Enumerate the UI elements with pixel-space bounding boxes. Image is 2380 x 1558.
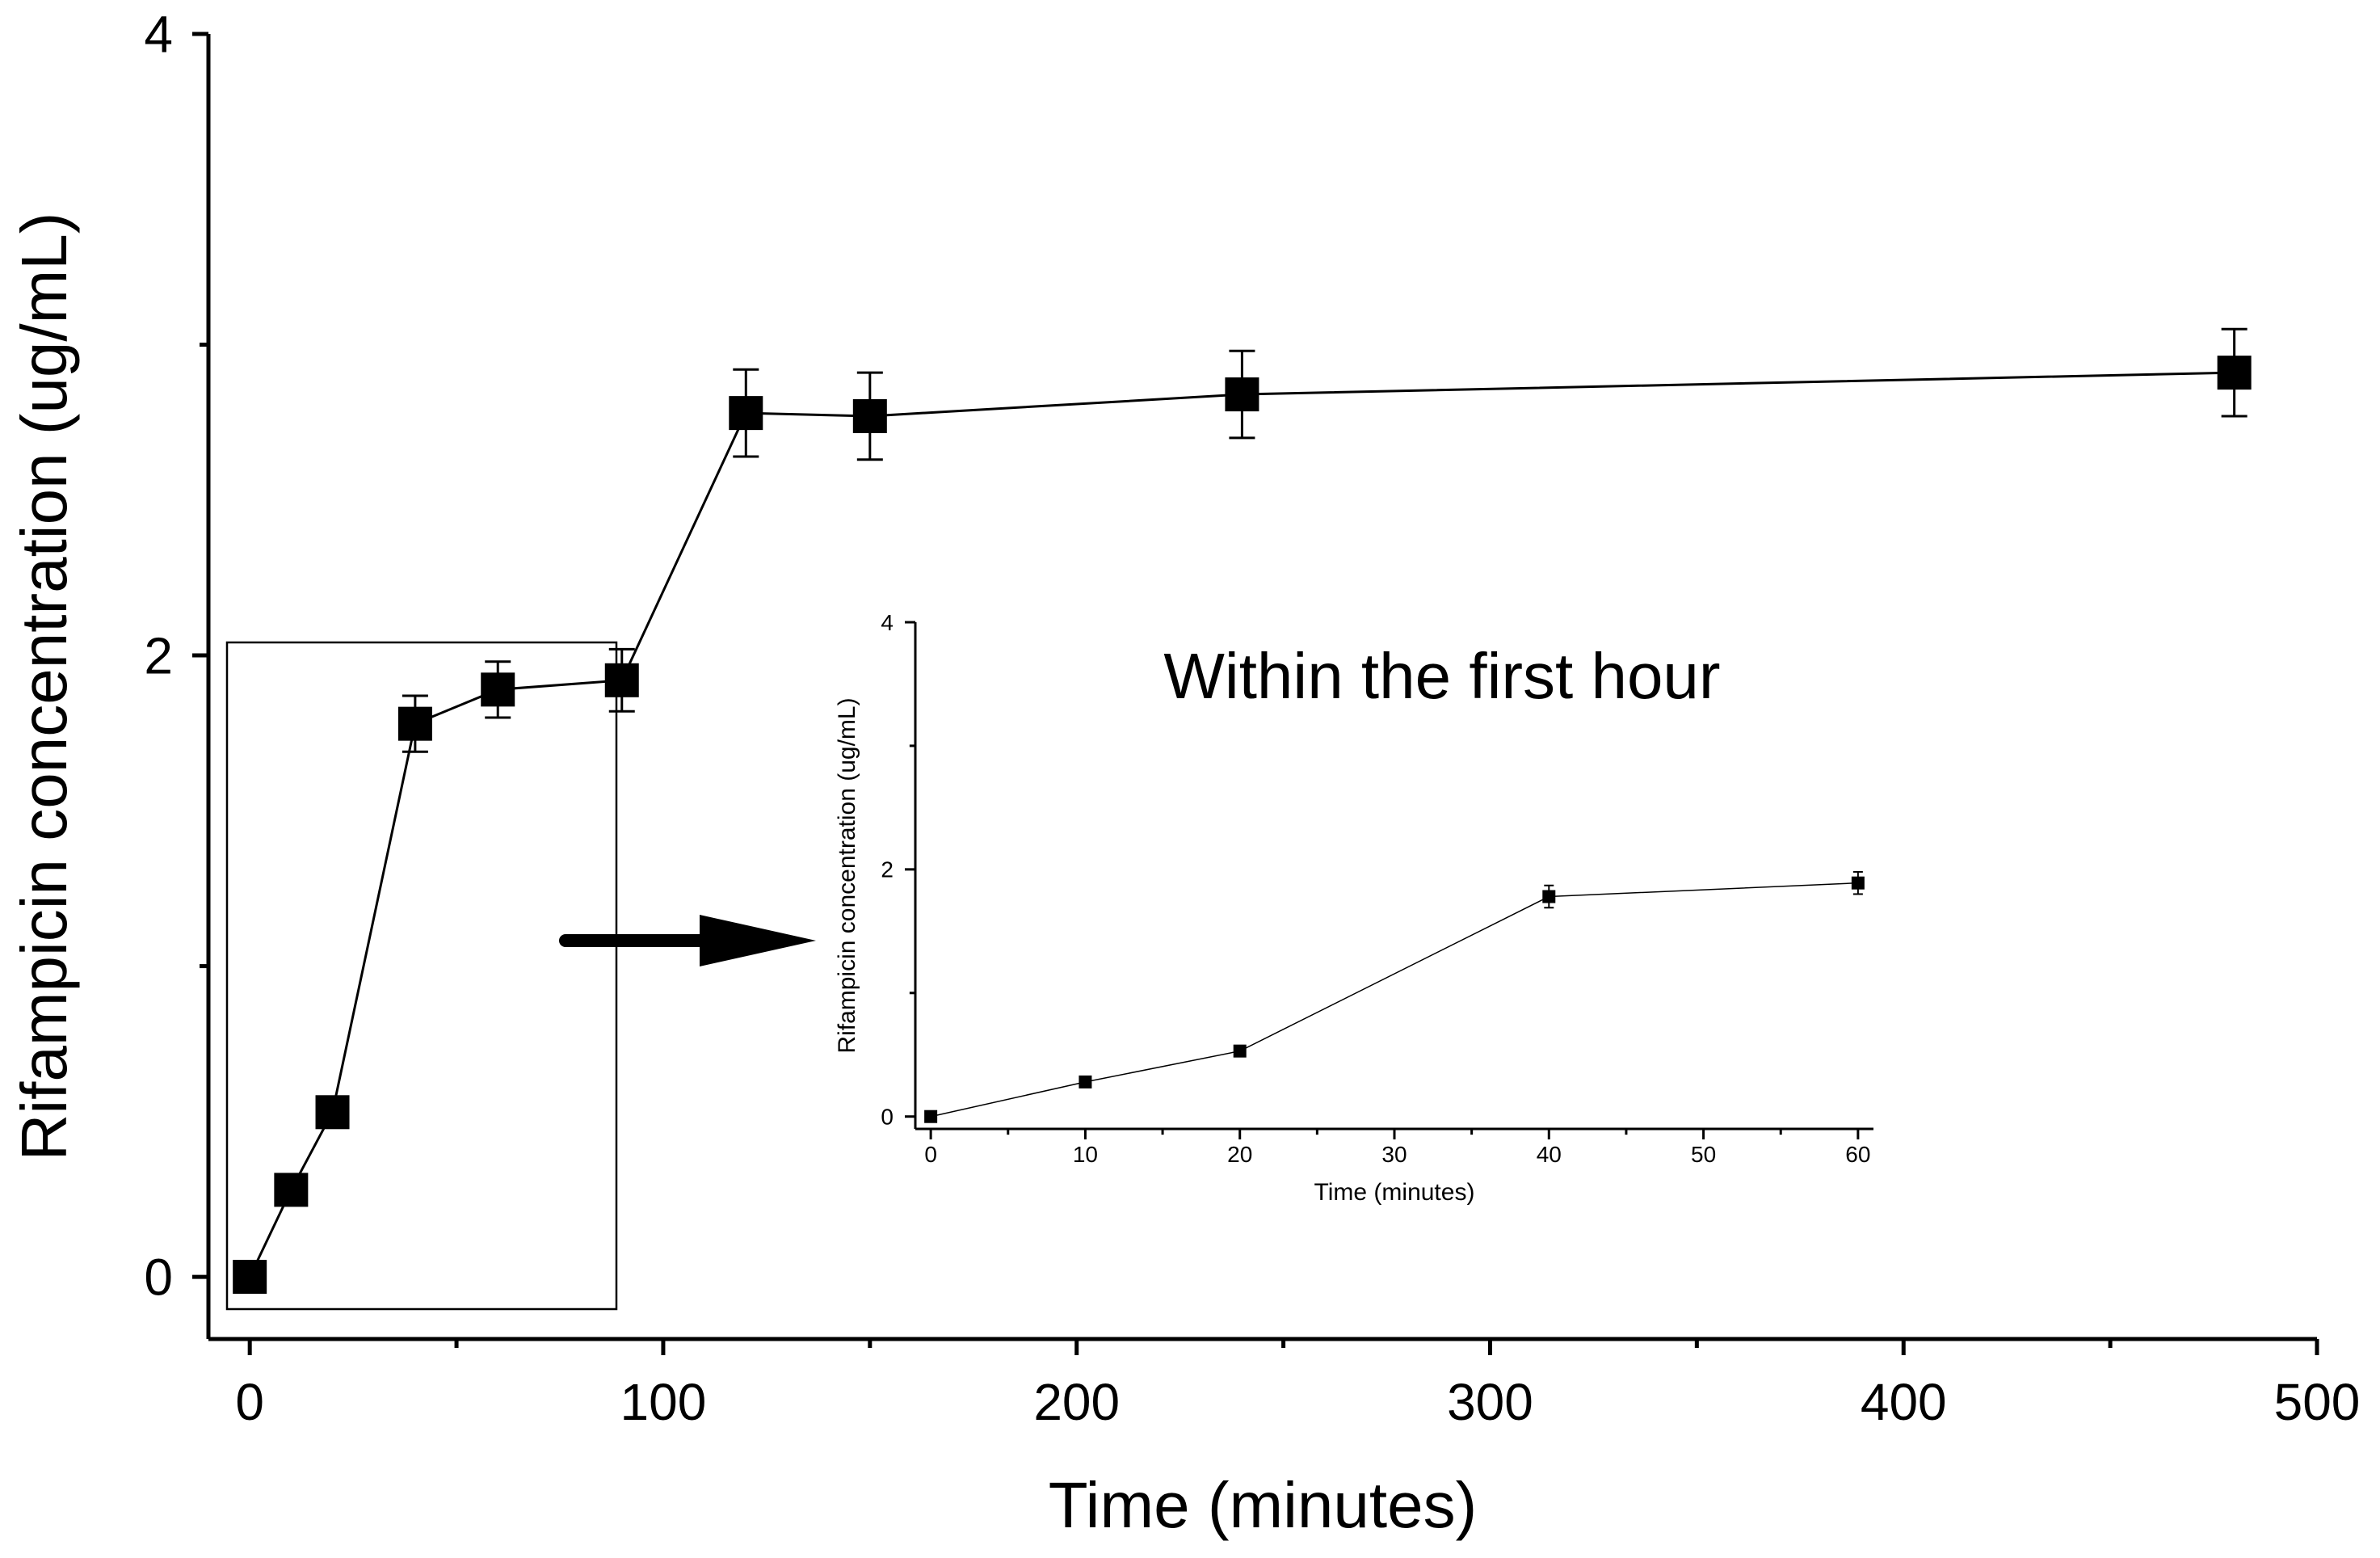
inset-x-tick-label: 20	[1227, 1142, 1252, 1167]
data-point	[315, 1095, 350, 1130]
x-tick-label: 200	[1033, 1373, 1120, 1431]
inset-y-tick-label: 4	[881, 610, 894, 635]
inset-x-tick-label: 40	[1537, 1142, 1562, 1167]
data-point	[233, 1260, 267, 1295]
inset-chart-title: Within the first hour	[1163, 640, 1720, 712]
x-tick-label: 0	[235, 1373, 264, 1431]
y-tick-label: 4	[144, 5, 173, 63]
inset-plot: 0 10 20 30 40 50 60 0 2 4 Time (minutes) Rifampicin…	[834, 610, 1873, 1206]
inset-x-tick-label: 30	[1381, 1142, 1407, 1167]
inset-y-axis-label: Rifampicin concentration (ug/mL)	[834, 697, 860, 1053]
data-point	[2217, 356, 2252, 390]
inset-data-point	[924, 1110, 938, 1123]
inset-y-tick-label: 2	[881, 857, 894, 882]
inset-series-line	[930, 882, 1858, 1118]
x-tick-label: 100	[620, 1373, 707, 1431]
inset-y-tick-label: 0	[881, 1105, 894, 1130]
data-point	[729, 396, 763, 431]
x-tick-label: 400	[1861, 1373, 1947, 1431]
data-point	[274, 1173, 309, 1207]
inset-x-tick-label: 0	[924, 1142, 937, 1167]
y-tick-label: 2	[144, 626, 173, 684]
zoom-arrow	[559, 915, 816, 966]
zoom-region-box	[225, 641, 618, 1311]
data-point	[481, 672, 515, 707]
inset-data-point	[1851, 876, 1865, 890]
inset-x-axis-label: Time (minutes)	[1314, 1179, 1475, 1206]
data-point	[852, 398, 887, 433]
inset-data-point	[1233, 1044, 1247, 1058]
inset-x-tick-label: 10	[1073, 1142, 1098, 1167]
data-point	[1225, 377, 1259, 412]
data-point	[604, 663, 639, 697]
series-line	[248, 371, 2235, 1278]
x-tick-label: 500	[2274, 1373, 2361, 1431]
x-axis-label: Time (minutes)	[1049, 1469, 1477, 1541]
y-tick-label: 0	[144, 1248, 173, 1306]
x-tick-label: 300	[1447, 1373, 1533, 1431]
inset-data-point	[1542, 890, 1556, 903]
inset-x-tick-label: 50	[1691, 1142, 1716, 1167]
data-point	[397, 706, 432, 741]
inset-x-tick-label: 60	[1845, 1142, 1870, 1167]
y-axis-label: Rifampicin concentration (ug/mL)	[8, 213, 80, 1161]
inset-data-point	[1079, 1075, 1092, 1088]
